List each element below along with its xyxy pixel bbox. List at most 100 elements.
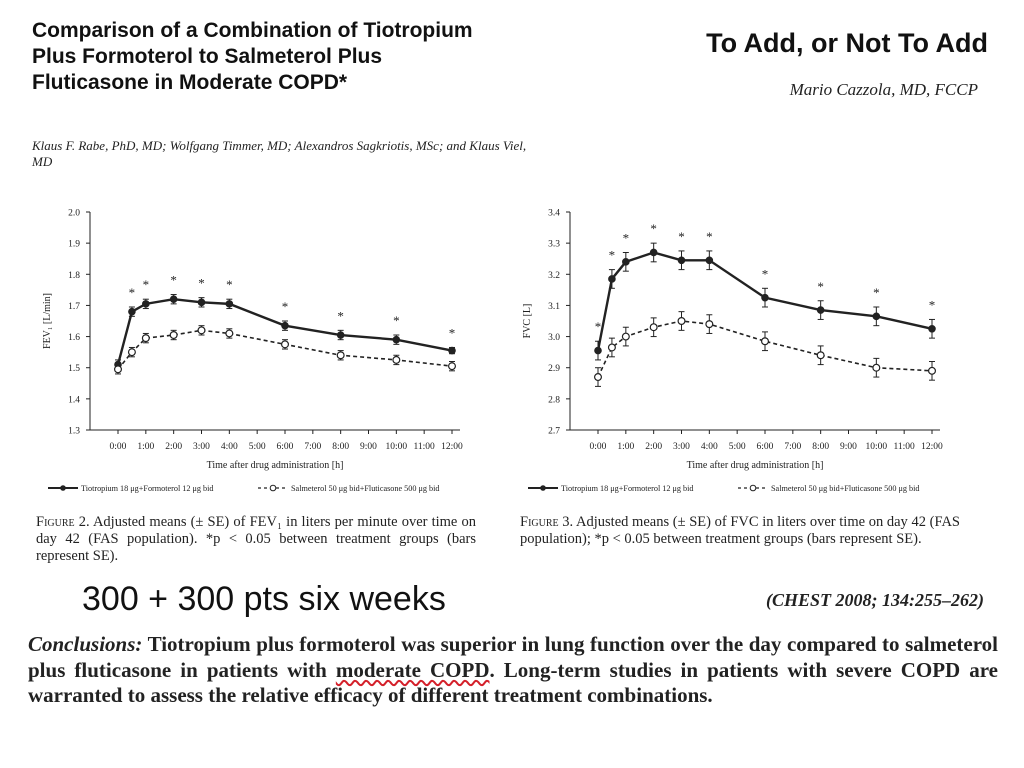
significance-star: * (129, 285, 136, 300)
significance-star: * (198, 276, 205, 291)
data-point-tiotropium-formoterol (142, 300, 150, 308)
data-point-tiotropium-formoterol (928, 324, 936, 333)
legend-marker-tiotropium-formoterol (540, 485, 546, 491)
x-tick-label: 6:00 (757, 442, 774, 452)
figure-2-label: Figure 2. (36, 514, 90, 530)
data-point-tiotropium-formoterol (336, 331, 345, 339)
significance-star: * (929, 297, 936, 312)
x-tick-label: 0:00 (110, 442, 127, 452)
data-point-salmeterol-fluticasone (392, 355, 401, 364)
significance-star: * (706, 229, 713, 244)
y-tick-label: 3.0 (548, 333, 560, 343)
series-line-tiotropium-formoterol (596, 251, 933, 351)
significance-star: * (873, 285, 880, 300)
y-axis-label: FVC [L] (522, 304, 533, 339)
significance-star: * (650, 221, 657, 236)
x-tick-label: 8:00 (812, 442, 829, 452)
data-point-salmeterol-fluticasone (336, 351, 345, 360)
conclusions-text-before: Tiotropium plus formoterol was superior … (28, 632, 999, 682)
data-point-tiotropium-formoterol (705, 256, 714, 265)
significance-star: * (393, 313, 400, 328)
significance-star: * (226, 277, 233, 292)
significance-star: * (143, 277, 150, 292)
x-tick-label: 7:00 (784, 442, 801, 452)
x-tick-label: 5:00 (249, 442, 266, 452)
x-tick-label: 4:00 (701, 442, 718, 452)
x-tick-label: 4:00 (221, 442, 238, 452)
y-tick-label: 2.9 (548, 364, 560, 374)
data-point-tiotropium-formoterol (225, 300, 234, 308)
significance-star: * (623, 230, 630, 245)
legend-marker-tiotropium-formoterol (60, 485, 66, 491)
y-tick-label: 2.8 (548, 395, 560, 405)
significance-star: * (595, 319, 602, 334)
fvc-chart: 2.7 2.8 2.9 3.0 3.1 3.2 3.3 3.4 0:00 1:00 2:00 3:00… (522, 209, 943, 494)
significance-star: * (282, 299, 289, 314)
data-point-salmeterol-fluticasone (225, 329, 234, 338)
conclusions-text-after: . Long-term studies in patients with sev… (28, 657, 999, 708)
figure-3-caption: Figure 3. Adjusted means (± SE) of FVC i… (520, 514, 960, 548)
x-tick-label: 12:00 (441, 442, 463, 452)
x-tick-label: 3:00 (673, 442, 690, 452)
data-point-salmeterol-fluticasone (621, 332, 630, 341)
y-tick-label: 3.2 (548, 271, 560, 281)
x-tick-label: 12:00 (921, 442, 943, 452)
x-tick-label: 2:00 (165, 442, 182, 452)
x-tick-label: 6:00 (277, 442, 294, 452)
data-point-salmeterol-fluticasone (448, 362, 457, 371)
y-tick-label: 1.3 (68, 427, 80, 437)
significance-star: * (449, 325, 456, 340)
significance-star: * (678, 229, 685, 244)
data-point-salmeterol-fluticasone (169, 331, 178, 340)
editorial-title: To Add, or Not To Add (706, 28, 988, 58)
legend-marker-salmeterol-fluticasone (749, 484, 757, 492)
x-axis-label: Time after drug administration [h] (207, 460, 344, 471)
y-tick-label: 2.7 (548, 427, 560, 437)
data-point-tiotropium-formoterol (169, 295, 178, 304)
data-point-tiotropium-formoterol (197, 298, 206, 307)
data-point-tiotropium-formoterol (872, 312, 881, 321)
data-point-salmeterol-fluticasone (816, 351, 825, 360)
figure-3-text: Adjusted means (± SE) of FVC in liters o… (520, 514, 960, 547)
data-point-salmeterol-fluticasone (197, 326, 206, 335)
legend-label-tiotropium-formoterol: Tiotropium 18 μg+Formoterol 12 μg bid (561, 484, 694, 493)
x-tick-label: 10:00 (386, 442, 408, 452)
data-point-tiotropium-formoterol (761, 293, 769, 302)
fev1-chart: 1.3 1.4 1.5 1.6 1.7 1.8 1.9 2.0 0:00 1:00 2:00 3:00… (42, 209, 463, 494)
y-tick-label: 3.4 (548, 209, 560, 219)
y-tick-label: 2.0 (68, 209, 80, 219)
legend-label-salmeterol-fluticasone: Salmeterol 50 μg bid+Fluticasone 500 μg … (291, 484, 439, 493)
significance-star: * (609, 248, 616, 263)
paper-title: Comparison of a Combination of Tiotropiu… (32, 19, 473, 94)
data-point-salmeterol-fluticasone (705, 320, 714, 329)
figure-2-caption: Figure 2. Adjusted means (± SE) of FEV₁ … (36, 514, 476, 565)
y-tick-label: 1.7 (68, 302, 80, 312)
x-tick-label: 10:00 (866, 442, 888, 452)
y-axis-label: FEV₁ [L/min] (42, 293, 53, 349)
x-tick-label: 0:00 (590, 442, 607, 452)
y-tick-label: 1.6 (68, 333, 80, 343)
x-tick-label: 1:00 (137, 442, 154, 452)
x-axis-label: Time after drug administration [h] (687, 460, 824, 471)
x-tick-label: 8:00 (332, 442, 349, 452)
citation: (CHEST 2008; 134:255–262) (766, 590, 984, 610)
data-point-tiotropium-formoterol (649, 248, 658, 257)
data-point-tiotropium-formoterol (392, 335, 401, 344)
legend-label-tiotropium-formoterol: Tiotropium 18 μg+Formoterol 12 μg bid (81, 484, 214, 493)
data-point-tiotropium-formoterol (281, 321, 289, 330)
x-tick-label: 3:00 (193, 442, 210, 452)
significance-star: * (170, 273, 177, 288)
data-point-salmeterol-fluticasone (872, 363, 881, 372)
editorial-author: Mario Cazzola, MD, FCCP (789, 80, 978, 99)
x-tick-label: 7:00 (304, 442, 321, 452)
figure-2-text: Adjusted means (± SE) of FEV₁ in liters … (36, 514, 476, 564)
data-point-tiotropium-formoterol (128, 307, 136, 316)
x-tick-label: 11:00 (894, 442, 916, 452)
x-tick-label: 9:00 (840, 442, 857, 452)
conclusions-lead: Conclusions: (28, 632, 143, 656)
significance-star: * (817, 279, 824, 294)
data-point-tiotropium-formoterol (608, 275, 616, 283)
legend-label-salmeterol-fluticasone: Salmeterol 50 μg bid+Fluticasone 500 μg … (771, 484, 919, 493)
figure-3-label: Figure 3. (520, 514, 574, 530)
data-point-tiotropium-formoterol (677, 256, 686, 265)
